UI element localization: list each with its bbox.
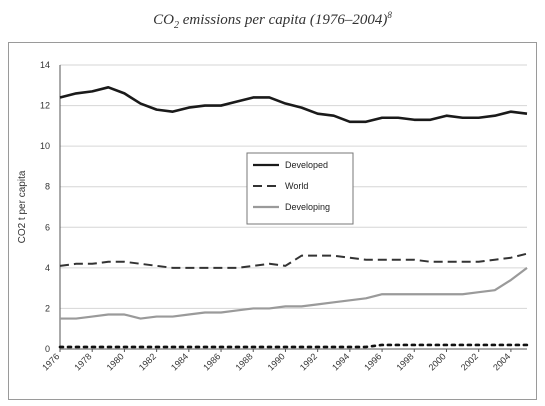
- x-tick-label: 1996: [362, 351, 383, 372]
- y-tick-label: 10: [40, 141, 50, 151]
- series-line-developed: [59, 86, 528, 124]
- series-line-world: [59, 252, 528, 269]
- line-chart: 0 2 4 6 8 10 12 14 1976 1978 1980 1982 1984 1986 1988 1…: [17, 60, 529, 373]
- y-tick-label: 4: [45, 263, 50, 273]
- legend-label-world: World: [285, 181, 308, 191]
- x-tick-label: 2002: [459, 351, 480, 372]
- y-tick-label: 8: [45, 182, 50, 192]
- x-tick-label: 1990: [266, 351, 287, 372]
- x-tick-label: 2000: [427, 351, 448, 372]
- x-tick-label: 1982: [137, 351, 158, 372]
- y-axis-label: CO2 t per capita: [17, 170, 28, 243]
- series-line-unlabeled: [58, 343, 529, 349]
- x-tick-label: 1998: [394, 351, 415, 372]
- chart-title: CO2 emissions per capita (1976–2004)8: [0, 10, 545, 31]
- y-tick-label: 0: [45, 344, 50, 354]
- title-main: CO: [153, 12, 174, 28]
- legend-label-developed: Developed: [285, 160, 328, 170]
- x-tick-label: 1994: [330, 351, 351, 372]
- series-line-developing: [60, 266, 528, 320]
- x-tick-label: 1978: [72, 351, 93, 372]
- x-tick-label: 1980: [105, 351, 126, 372]
- y-tick-label: 2: [45, 303, 50, 313]
- title-subscript: 2: [174, 20, 179, 31]
- legend-label-developing: Developing: [285, 202, 330, 212]
- y-tick-label: 6: [45, 222, 50, 232]
- title-footnote-mark: 8: [387, 10, 392, 20]
- x-tick-label: 1992: [298, 351, 319, 372]
- x-tick-label: 1976: [40, 351, 61, 372]
- x-tick-label: 1986: [201, 351, 222, 372]
- y-tick-label: 12: [40, 101, 50, 111]
- x-tick-label: 2004: [491, 351, 512, 372]
- chart-frame: 0 2 4 6 8 10 12 14 1976 1978 1980 1982 1984 1986 1988 1…: [8, 42, 537, 400]
- x-tick-label: 1984: [169, 351, 190, 372]
- title-rest: emissions per capita (1976–2004): [179, 12, 388, 28]
- y-tick-label: 14: [40, 60, 50, 70]
- x-tick-label: 1988: [233, 351, 254, 372]
